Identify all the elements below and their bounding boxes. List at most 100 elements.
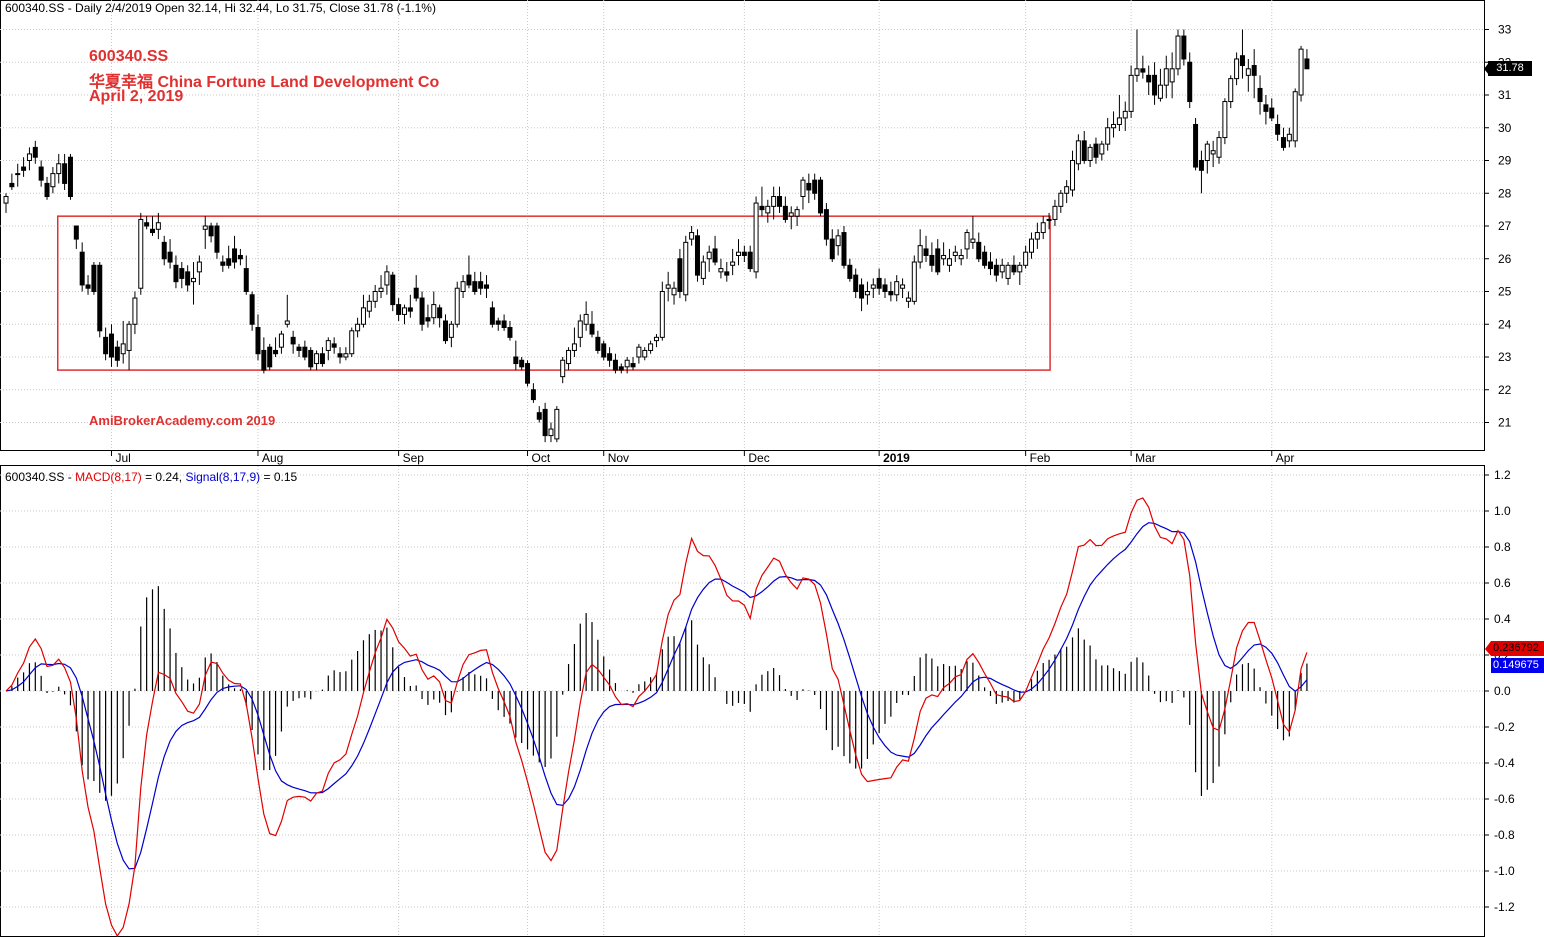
candle-body	[67, 156, 73, 198]
candle-body	[859, 284, 865, 299]
candle-body	[472, 281, 478, 292]
candle	[823, 203, 829, 246]
candle-body	[1029, 238, 1034, 253]
candle	[302, 340, 308, 361]
candle-body	[179, 268, 185, 279]
candle	[724, 262, 730, 282]
candle	[800, 176, 806, 210]
candle	[1046, 212, 1052, 230]
candle	[1257, 75, 1263, 115]
candle-body	[736, 251, 741, 256]
candle	[1029, 232, 1034, 259]
signal-last-badge: 0.149675	[1491, 658, 1544, 673]
candle	[607, 347, 613, 367]
candle	[360, 294, 366, 328]
candle-body	[958, 254, 964, 260]
candle	[290, 330, 296, 354]
candle-body	[542, 408, 548, 437]
candle-body	[413, 287, 419, 299]
candle	[841, 226, 847, 269]
candle-body	[929, 254, 935, 266]
candle	[1075, 134, 1081, 171]
candle-body	[267, 346, 273, 368]
candle	[1304, 49, 1310, 70]
candle	[97, 262, 103, 338]
candle-body	[366, 300, 372, 312]
candle-body	[466, 274, 472, 286]
month-tick-label: Sep	[403, 451, 425, 465]
candle	[812, 173, 818, 200]
candle	[964, 229, 970, 259]
candle	[372, 284, 378, 308]
candle	[237, 248, 243, 266]
candle	[437, 304, 443, 328]
candle	[401, 304, 407, 325]
candle-body	[232, 248, 238, 263]
candle-body	[653, 336, 659, 342]
candle	[1064, 180, 1070, 204]
candle	[407, 294, 413, 318]
candle	[384, 265, 390, 295]
watermark: AmiBrokerAcademy.com 2019	[89, 413, 276, 428]
month-tick-label: Aug	[262, 451, 283, 465]
candle	[1146, 65, 1152, 95]
candle-body	[1157, 84, 1163, 99]
candle-body	[126, 323, 132, 351]
candle	[536, 406, 542, 423]
candle-body	[1198, 160, 1204, 171]
candle	[443, 314, 448, 344]
price-tick-label: 29	[1498, 154, 1512, 168]
macd-tick-label: -1.0	[1494, 864, 1515, 878]
candle-body	[771, 196, 777, 207]
candle	[249, 291, 255, 331]
candle	[577, 314, 583, 348]
candle	[454, 281, 460, 328]
candle-body	[1087, 146, 1093, 161]
candle	[337, 347, 343, 364]
candle-body	[460, 281, 466, 292]
macd-tick-label: -0.8	[1494, 828, 1515, 842]
candle	[1005, 262, 1011, 285]
candle-body	[15, 173, 21, 176]
candle-body	[1228, 78, 1234, 103]
candle	[946, 248, 952, 272]
candle	[1193, 117, 1199, 171]
macd-panel-frame	[0, 465, 1485, 937]
candle	[1023, 245, 1029, 269]
candle	[489, 301, 495, 328]
candle	[26, 147, 32, 171]
candle	[132, 291, 138, 335]
candle-body	[917, 245, 923, 263]
candle-body	[618, 366, 624, 371]
candle	[730, 248, 736, 276]
candle	[806, 173, 812, 204]
candle	[355, 317, 361, 338]
candle	[1152, 62, 1158, 105]
candle-body	[3, 196, 9, 204]
signal-line	[5, 522, 1308, 870]
candle-body	[853, 274, 859, 292]
candle	[747, 245, 753, 272]
month-tick-label: Nov	[608, 451, 629, 465]
macd-tick-label: -0.6	[1494, 792, 1515, 806]
candle-body	[1058, 192, 1064, 207]
month-tick-label: Dec	[748, 451, 769, 465]
candle-body	[905, 297, 911, 302]
candle-body	[870, 284, 876, 289]
candle-body	[501, 320, 507, 329]
macd-badge-pointer	[1485, 641, 1491, 656]
candle-body	[9, 182, 15, 188]
candle-body	[911, 261, 917, 302]
month-tick-label: 2019	[883, 451, 910, 465]
price-tick-label: 21	[1498, 416, 1512, 430]
candle	[331, 337, 337, 354]
candle	[1234, 52, 1240, 86]
candle	[460, 275, 466, 299]
candle	[1198, 150, 1204, 194]
candle-body	[964, 232, 970, 250]
candle	[694, 229, 700, 282]
candle-body	[788, 212, 794, 217]
candle	[736, 239, 741, 266]
candle	[114, 340, 120, 367]
